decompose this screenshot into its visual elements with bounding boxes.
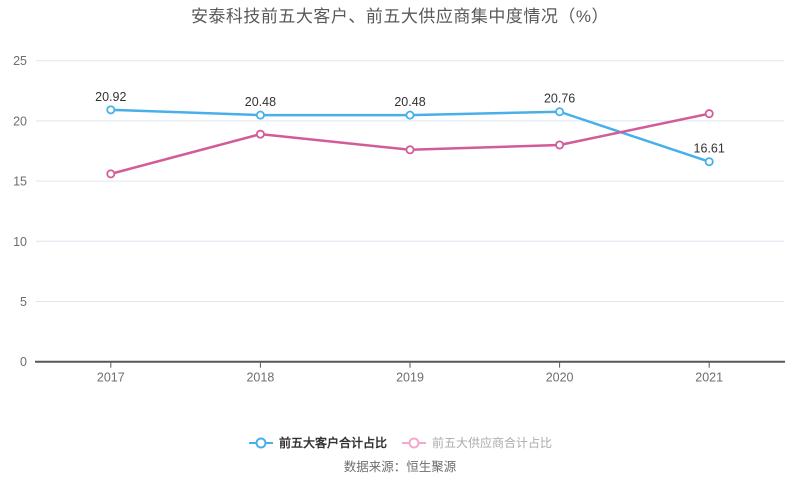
data-label: 20.48 xyxy=(394,95,425,109)
data-point-1-2017[interactable] xyxy=(106,169,116,179)
y-axis-tick-label: 20 xyxy=(13,114,27,128)
y-axis-tick-label: 0 xyxy=(20,355,27,369)
data-point-0-2020[interactable] xyxy=(555,107,565,117)
data-point-0-2018[interactable] xyxy=(255,110,265,120)
y-axis-tick-label: 15 xyxy=(13,175,27,189)
data-point-1-2021[interactable] xyxy=(704,109,714,119)
legend-label-suppliers: 前五大供应商合计占比 xyxy=(432,436,553,450)
line-series-marker-icon xyxy=(248,437,273,449)
data-point-1-2018[interactable] xyxy=(255,129,265,139)
x-axis-tick-label: 2020 xyxy=(546,371,574,385)
legend-item-customers[interactable]: 前五大客户合计占比 xyxy=(248,436,387,450)
y-axis-tick-label: 5 xyxy=(20,295,27,309)
x-axis-tick-label: 2021 xyxy=(695,371,723,385)
line-series-marker-icon xyxy=(402,437,426,449)
data-label: 20.92 xyxy=(95,90,126,104)
chart-title: 安泰科技前五大客户、前五大供应商集中度情况（%） xyxy=(190,7,610,26)
data-point-1-2019[interactable] xyxy=(405,145,415,155)
line-chart-canvas: 0 5 10 15 20 25 2017 2018 2019 2020 2021 20.92 20.48… xyxy=(13,54,785,385)
data-point-0-2019[interactable] xyxy=(405,110,415,120)
data-source: 数据来源：恒生聚源 xyxy=(343,460,457,474)
x-axis-tick-label: 2018 xyxy=(246,371,274,385)
data-point-0-2021[interactable] xyxy=(704,157,714,167)
legend-label-customers: 前五大客户合计占比 xyxy=(278,436,387,450)
data-label: 16.61 xyxy=(694,142,725,156)
series-line-1 xyxy=(109,112,711,176)
x-axis-tick-label: 2017 xyxy=(97,371,125,385)
y-axis-tick-label: 10 xyxy=(13,235,27,249)
data-label: 20.76 xyxy=(544,92,575,106)
data-label: 20.48 xyxy=(245,95,276,109)
data-point-0-2017[interactable] xyxy=(106,105,116,115)
y-axis-tick-label: 25 xyxy=(13,54,27,68)
data-point-1-2020[interactable] xyxy=(555,140,565,150)
x-axis-tick-label: 2019 xyxy=(396,371,424,385)
legend: 前五大客户合计占比 前五大供应商合计占比 xyxy=(0,433,800,453)
legend-item-suppliers[interactable]: 前五大供应商合计占比 xyxy=(401,436,552,450)
